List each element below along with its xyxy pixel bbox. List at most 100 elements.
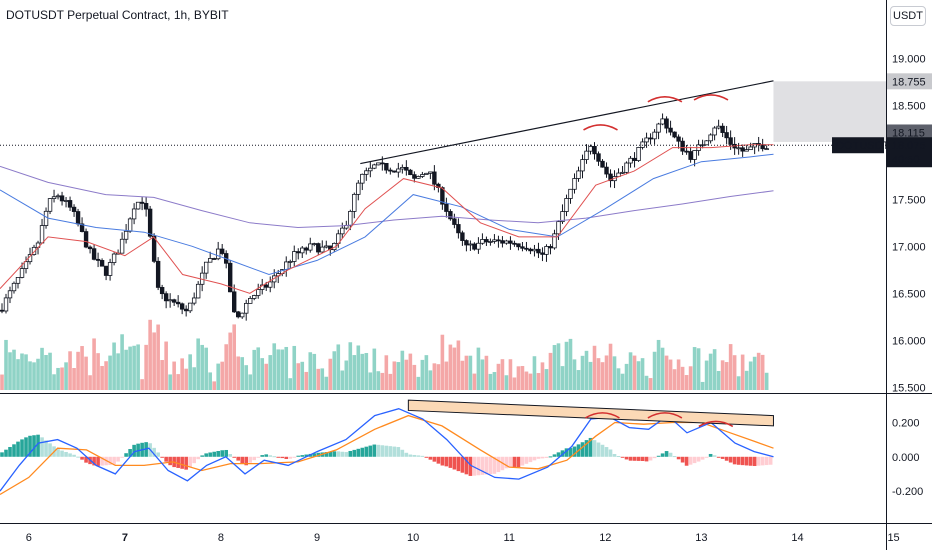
candle-body (71, 206, 77, 212)
currency-button[interactable]: USDT (890, 6, 926, 26)
volume-bar (452, 347, 457, 390)
volume-bar (424, 355, 429, 390)
histogram-bar (456, 456, 461, 472)
candle-body (240, 312, 245, 318)
candle (99, 258, 105, 267)
macd-top-marker (585, 412, 620, 419)
macd-axis[interactable]: 0.200 0.000 -0.200 (892, 417, 923, 498)
candle-body (320, 246, 325, 253)
volume-bar (260, 358, 265, 390)
candle-body (604, 166, 609, 175)
histogram-bar (12, 444, 16, 457)
candle-body (7, 290, 13, 299)
volume-bar (628, 352, 633, 390)
volume-bar (516, 366, 521, 390)
candle-body (167, 299, 173, 302)
candle-body (380, 162, 385, 165)
volume-bar (568, 338, 573, 390)
top-marker (647, 95, 683, 103)
candle-body (460, 232, 465, 241)
volume-bar (620, 373, 625, 390)
candle (183, 305, 189, 317)
candle (107, 258, 113, 281)
price-tick-label: 16.500 (892, 288, 926, 300)
volume-bar (352, 355, 357, 390)
candle (236, 310, 241, 319)
volume-bar (700, 381, 705, 390)
candle-body (67, 200, 73, 208)
candle-body (268, 281, 273, 288)
volume-bar (704, 360, 709, 390)
candle-body (688, 151, 693, 160)
candle (103, 265, 109, 281)
histogram-bar (288, 456, 293, 459)
histogram-bar (704, 456, 709, 458)
candle-body (324, 245, 329, 248)
candle (7, 286, 13, 304)
histogram-bar (60, 450, 64, 457)
histogram-bar (696, 456, 701, 462)
volume-bar (228, 332, 232, 390)
candle (71, 204, 77, 217)
candle (95, 252, 101, 268)
candle (596, 151, 601, 166)
candle-body (99, 260, 105, 267)
time-tick-label: 8 (218, 532, 224, 544)
histogram-bar (564, 448, 569, 457)
candle (67, 196, 73, 212)
candle-body (588, 145, 593, 152)
macd-pane[interactable] (0, 399, 932, 524)
volume-bar (728, 344, 733, 390)
candle-body (376, 162, 381, 166)
volume-bar (512, 377, 517, 390)
histogram-bar (128, 449, 132, 457)
candle-body (155, 260, 161, 288)
candle-body (131, 208, 137, 220)
candle (368, 161, 373, 178)
candle-body (720, 125, 725, 133)
volume-bar (392, 361, 397, 390)
histogram-bar (680, 456, 685, 463)
candle (300, 245, 305, 259)
candle-body (424, 172, 429, 175)
histogram-bar (712, 455, 717, 457)
candle (652, 129, 657, 145)
candle-body (608, 173, 613, 182)
candle (3, 293, 9, 314)
candle (576, 166, 581, 182)
histogram-bar (28, 435, 32, 457)
price-pane[interactable] (0, 80, 932, 394)
candle (288, 259, 293, 268)
histogram-bar (20, 439, 24, 457)
volume-bar (396, 362, 401, 390)
candle-body (644, 137, 649, 143)
volume-bar (296, 363, 301, 390)
histogram-bar (260, 455, 265, 457)
histogram-bar (200, 455, 204, 457)
volume-bar (676, 359, 681, 390)
candle-body (576, 170, 581, 179)
histogram-bar (424, 456, 429, 458)
volume-bar (356, 345, 361, 390)
volume-bar (140, 379, 144, 390)
candle-body (107, 262, 113, 276)
candle-body (55, 195, 61, 198)
candle-body (640, 141, 645, 148)
volume-bar (0, 374, 4, 390)
candle (600, 159, 605, 168)
volume-bar (172, 361, 176, 390)
volume-bar (332, 351, 337, 390)
histogram-bar (744, 456, 749, 466)
volume-bar (120, 334, 124, 390)
candle (256, 283, 261, 299)
volume-bar (160, 360, 164, 390)
histogram-bar (180, 456, 184, 469)
candle (23, 256, 29, 274)
volume-bar (732, 355, 737, 390)
histogram-bar (528, 456, 533, 463)
volume-bar (504, 375, 509, 390)
time-axis[interactable]: 6 7 8 9 10 11 12 13 14 15 (26, 532, 900, 544)
candle (640, 138, 645, 150)
candle-body (183, 308, 189, 312)
